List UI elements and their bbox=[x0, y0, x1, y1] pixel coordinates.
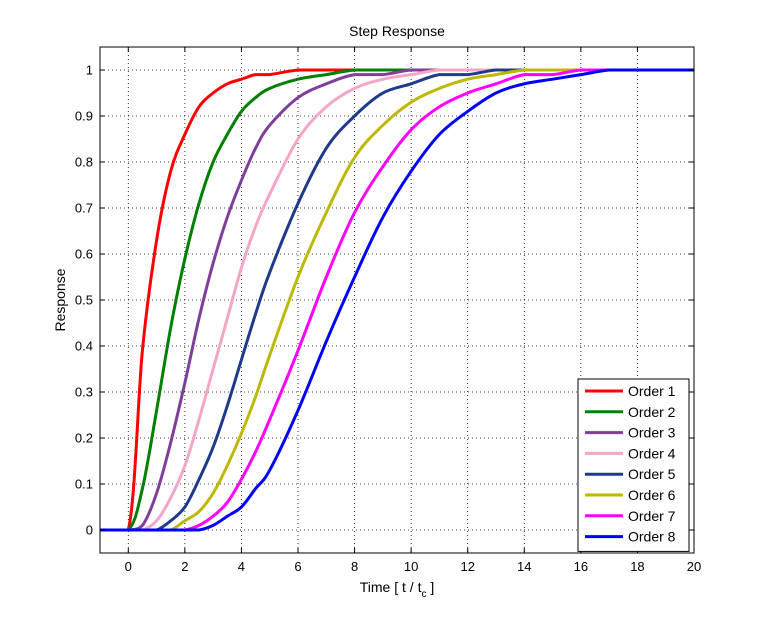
x-axis-label-subscript: c bbox=[421, 589, 426, 600]
x-tick-label: 4 bbox=[238, 559, 245, 574]
x-tick-label: 2 bbox=[181, 559, 188, 574]
y-tick-label: 0.5 bbox=[75, 293, 93, 308]
y-axis-label: Response bbox=[52, 268, 68, 331]
series-line-order-8 bbox=[99, 68, 694, 532]
legend-entry-label: Order 8 bbox=[628, 529, 676, 545]
legend-box bbox=[577, 378, 690, 552]
series-lines bbox=[99, 68, 694, 532]
y-tick-label: 0.6 bbox=[75, 247, 93, 262]
x-tick-label: 6 bbox=[294, 559, 301, 574]
x-axis-label-main: Time [ t / t bbox=[360, 579, 422, 595]
legend-entry-label: Order 1 bbox=[628, 383, 676, 399]
y-tick-label: 0.9 bbox=[75, 109, 93, 124]
legend-entry-label: Order 6 bbox=[628, 487, 676, 503]
legend-entry-label: Order 5 bbox=[628, 466, 676, 482]
legend-entry-label: Order 2 bbox=[628, 404, 676, 420]
x-tick-label: 0 bbox=[125, 559, 132, 574]
axis-ticks: 0 2 4 6 8 10 12 14 16 18 20 0 0.1 0.2 0.3 0.4 0.5 0.6 0.7 0… bbox=[75, 47, 701, 574]
x-tick-label: 12 bbox=[460, 559, 474, 574]
x-tick-label: 8 bbox=[351, 559, 358, 574]
x-tick-label: 18 bbox=[630, 559, 644, 574]
x-tick-label: 20 bbox=[687, 559, 701, 574]
legend: Order 1 Order 2 Order 3 Order 4 Order 5 Order… bbox=[577, 378, 690, 552]
y-tick-label: 0.2 bbox=[75, 431, 93, 446]
y-tick-label: 0.3 bbox=[75, 385, 93, 400]
y-tick-label: 0.4 bbox=[75, 339, 93, 354]
y-tick-label: 0.7 bbox=[75, 201, 93, 216]
x-axis-label-suffix: ] bbox=[426, 579, 434, 595]
y-tick-label: 0 bbox=[86, 523, 93, 538]
x-axis-label: Time [ t / tc ] bbox=[360, 579, 435, 600]
x-tick-label: 14 bbox=[517, 559, 531, 574]
x-tick-label: 16 bbox=[574, 559, 588, 574]
legend-entry-label: Order 7 bbox=[628, 508, 676, 524]
x-tick-label: 10 bbox=[404, 559, 418, 574]
y-tick-label: 0.1 bbox=[75, 477, 93, 492]
y-tick-label: 0.8 bbox=[75, 155, 93, 170]
legend-entry-label: Order 4 bbox=[628, 445, 676, 461]
y-tick-label: 1 bbox=[86, 63, 93, 78]
chart-title: Step Response bbox=[349, 23, 445, 39]
legend-entry-label: Order 3 bbox=[628, 425, 676, 441]
